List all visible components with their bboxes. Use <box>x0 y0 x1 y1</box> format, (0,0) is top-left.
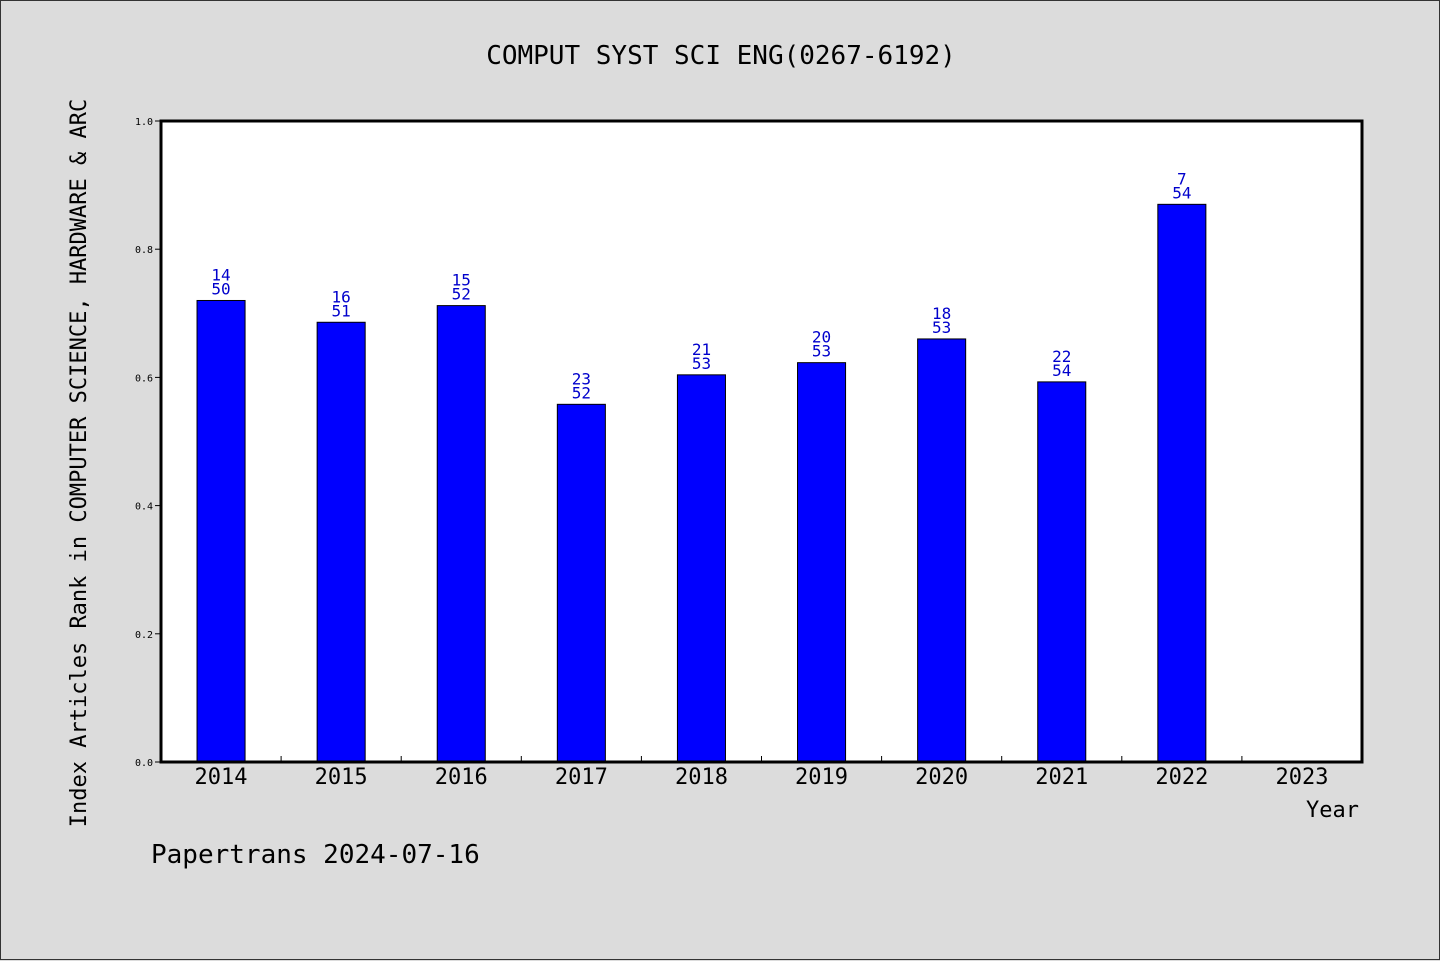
x-ticks-group: 2014 2015 2016 2017 2018 2019 2020 2021 2022 2023 <box>195 756 1328 790</box>
x-tick-label: 2014 <box>195 765 248 790</box>
bar-2021 <box>1037 381 1087 763</box>
plot-border <box>159 119 1364 764</box>
x-tick-label: 2023 <box>1275 765 1328 790</box>
bar-total-label: 52 <box>452 285 471 304</box>
x-tick-label: 2018 <box>675 765 728 790</box>
bar-rank-label: 20 <box>812 328 831 347</box>
y-tick-label: 0.4 <box>135 502 153 513</box>
bar-2015 <box>316 321 366 763</box>
bar-2019 <box>797 362 847 763</box>
y-tick-label: 0.0 <box>135 758 153 769</box>
bar-rank-label: 16 <box>332 287 351 306</box>
bar-rank-label: 18 <box>932 304 951 323</box>
x-tick-label: 2015 <box>315 765 368 790</box>
bar-2016 <box>436 305 486 763</box>
bar-total-label: 53 <box>812 342 831 361</box>
bar-total-label: 54 <box>1052 361 1071 380</box>
bar-total-label: 51 <box>332 301 351 320</box>
bar-2014 <box>196 299 246 763</box>
y-tick-label: 0.6 <box>135 373 153 384</box>
x-tick-label: 2022 <box>1155 765 1208 790</box>
x-axis-label: Year <box>1306 798 1359 823</box>
bar-total-label: 52 <box>572 383 591 402</box>
bar-2017 <box>556 403 606 763</box>
x-tick-label: 2020 <box>915 765 968 790</box>
y-ticks-group: 0.0 0.2 0.4 0.6 0.8 1.0 <box>135 117 161 769</box>
bar-total-label: 53 <box>932 318 951 337</box>
bar-rank-label: 22 <box>1052 347 1071 366</box>
bar-rank-label: 23 <box>572 369 591 388</box>
bar-total-label: 54 <box>1172 183 1191 202</box>
x-tick-label: 2019 <box>795 765 848 790</box>
x-tick-label: 2017 <box>555 765 608 790</box>
x-tick-label: 2021 <box>1035 765 1088 790</box>
credit-text: Papertrans 2024-07-16 <box>151 840 480 870</box>
y-tick-label: 0.2 <box>135 630 153 641</box>
bar-rank-label: 7 <box>1177 169 1187 188</box>
y-tick-label: 0.8 <box>135 245 153 256</box>
bar-rank-label: 15 <box>452 271 471 290</box>
bar-2020 <box>917 338 967 763</box>
bar-2018 <box>676 374 726 763</box>
bar-rank-label: 14 <box>211 265 230 284</box>
chart-title: COMPUT SYST SCI ENG(0267-6192) <box>486 41 956 71</box>
bar-total-label: 50 <box>211 279 230 298</box>
x-tick-label: 2016 <box>435 765 488 790</box>
bar-rank-label: 21 <box>692 340 711 359</box>
y-axis-label: Index Articles Rank in COMPUTER SCIENCE,… <box>67 99 92 827</box>
bar-2022 <box>1157 203 1207 763</box>
bar-total-label: 53 <box>692 354 711 373</box>
y-tick-label: 1.0 <box>135 117 153 128</box>
